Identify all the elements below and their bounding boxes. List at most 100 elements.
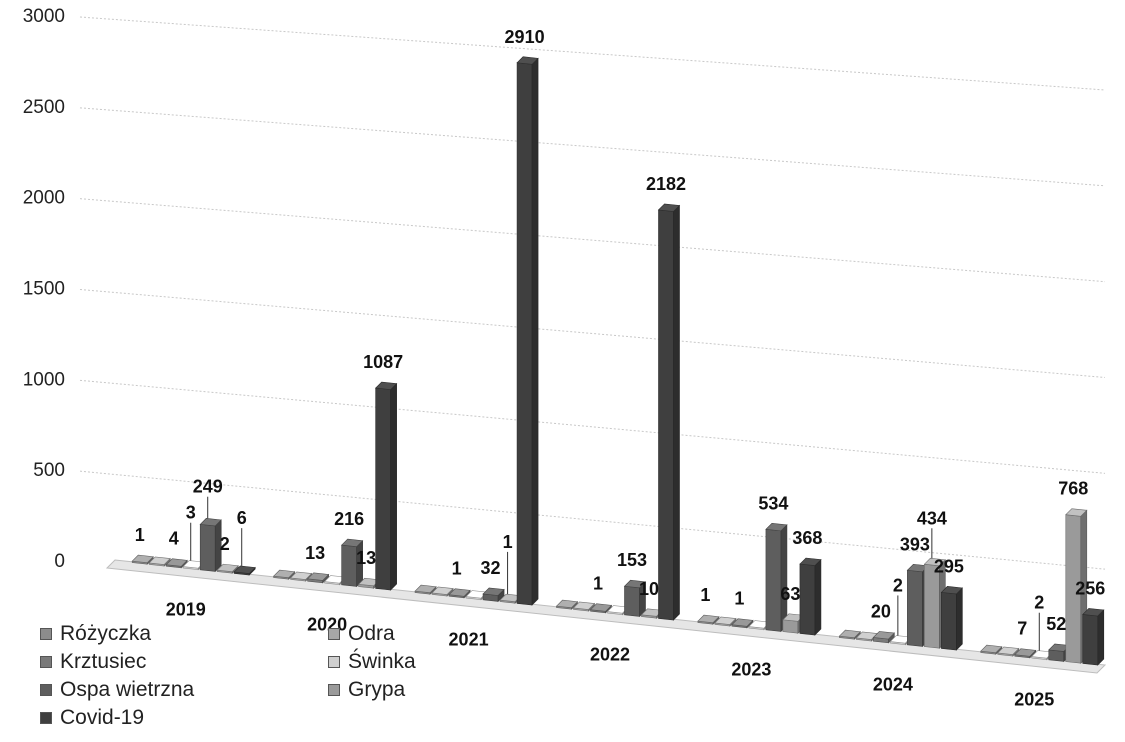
bar-covid-19-2024 [940,586,964,651]
bar-covid-19-2022 [657,203,681,621]
bar-rozyczka-2021 [414,584,437,595]
x-tick-label: 2021 [449,630,489,650]
bar-odra-2020 [289,571,313,582]
data-label-grypa-2024: 434 [917,508,947,528]
data-label-krztusiec-2024: 20 [871,601,891,621]
legend-swatch [40,628,52,640]
data-label-krztusiec-2022: 1 [593,574,603,594]
gridline [79,289,1106,378]
legend-swatch [40,684,52,696]
data-label-swinka-2019: 3 [186,503,196,523]
data-label-krztusiec-2021: 1 [452,559,462,579]
bar-krztusiec-2023 [731,618,754,629]
bar-odra-2019 [148,556,171,567]
gridline [79,379,1106,474]
x-tick-label: 2019 [166,600,206,620]
legend-label: Odra [348,622,395,645]
bar-odra-2025 [997,646,1020,657]
bar-krztusiec-2020 [306,572,330,584]
y-axis: 0 500 1000 1500 2000 2500 3000 [23,6,65,572]
data-label-covid-19-2020: 1087 [363,352,403,372]
bar-ospa-wietrzna-2022 [623,579,647,618]
bar-grypa-2024 [923,557,947,649]
bar-covid-19-2025 [1082,608,1105,666]
bar-grypa-2019 [216,563,239,574]
gridline [79,16,1106,91]
gridline [79,107,1106,187]
bar-covid-19-2023 [799,557,822,636]
legend-label: Ospa wietrzna [60,678,195,701]
gridline [79,198,1106,283]
data-label-ospa-wietrzna-2025: 52 [1046,614,1066,634]
data-label-ospa-wietrzna-2024: 393 [900,534,930,554]
bar-rozyczka-2022 [555,599,579,610]
legend-swatch [328,656,340,668]
legend-label: Grypa [348,678,406,701]
data-label-ospa-wietrzna-2022: 153 [617,550,647,570]
legend-item-grypa: Grypa [328,678,405,702]
data-label-grypa-2019: 2 [220,534,230,554]
data-label-covid-19-2024: 295 [934,556,964,576]
bar-ospa-wietrzna-2021 [482,587,505,603]
data-label-rozyczka-2023: 1 [700,585,710,605]
data-label-swinka-2025: 2 [1034,593,1044,613]
bar-swinka-2024 [889,635,913,646]
data-label-swinka-2024: 2 [893,575,903,595]
data-label-krztusiec-2023: 1 [734,589,744,609]
bar-rozyczka-2023 [697,614,720,625]
bar-krztusiec-2025 [1014,648,1037,659]
gridline [79,470,1106,570]
y-tick-label: 500 [33,460,65,481]
data-label-grypa-2025: 768 [1058,479,1088,499]
legend-swatch [40,712,52,724]
legend-label: Świnka [348,650,416,673]
legend-item-ospa-wietrzna: Ospa wietrzna [40,678,194,702]
bar-rozyczka-2019 [131,554,154,565]
bar-rozyczka-2020 [272,569,296,580]
data-label-ospa-wietrzna-2021: 32 [481,558,501,578]
bars [131,56,1105,666]
bar-ospa-wietrzna-2023 [765,522,788,633]
y-tick-label: 0 [54,551,65,572]
legend-item-rozyczka: Różyczka [40,622,151,646]
data-label-ospa-wietrzna-2020: 216 [334,509,364,529]
data-label-krztusiec-2019: 4 [169,529,179,549]
data-label-covid-19-2021: 2910 [505,27,545,47]
bar-ospa-wietrzna-2020 [340,538,364,588]
data-label-covid-19-2025: 256 [1075,578,1105,598]
bar-ospa-wietrzna-2019 [199,518,222,573]
bar-krztusiec-2022 [589,603,613,614]
data-label-rozyczka-2019: 1 [135,525,145,545]
bar-rozyczka-2024 [838,629,862,640]
data-label-covid-19-2023: 368 [792,528,822,548]
data-label-grypa-2022: 10 [639,579,659,599]
x-tick-label: 2024 [873,675,913,695]
legend-swatch [328,684,340,696]
bar-krztusiec-2019 [165,558,188,569]
legend-item-swinka: Świnka [328,650,416,674]
data-label-grypa-2020: 13 [356,548,376,568]
bar-covid-19-2019 [233,565,256,576]
bar-covid-19-2020 [374,381,398,591]
bar-grypa-2025 [1065,508,1088,664]
bar-covid-19-2021 [516,56,539,606]
bar-rozyczka-2025 [980,644,1003,655]
y-tick-label: 3000 [23,6,65,27]
data-label-ospa-wietrzna-2019: 249 [193,477,223,497]
bar-krztusiec-2021 [448,588,471,599]
y-tick-label: 2000 [23,188,65,209]
data-label-krztusiec-2025: 7 [1017,619,1027,639]
x-tick-label: 2025 [1014,690,1054,710]
bar-grypa-2021 [499,593,522,604]
legend-swatch [40,656,52,668]
data-label-grypa-2023: 63 [780,584,800,604]
legend-label: Covid-19 [60,706,145,729]
legend-label: Krztusiec [60,650,147,673]
legend-item-covid-19: Covid-19 [40,706,144,730]
bar-krztusiec-2024 [872,631,896,644]
y-tick-label: 1500 [23,279,65,300]
x-tick-label: 2022 [590,645,630,665]
y-tick-label: 2500 [23,97,65,118]
